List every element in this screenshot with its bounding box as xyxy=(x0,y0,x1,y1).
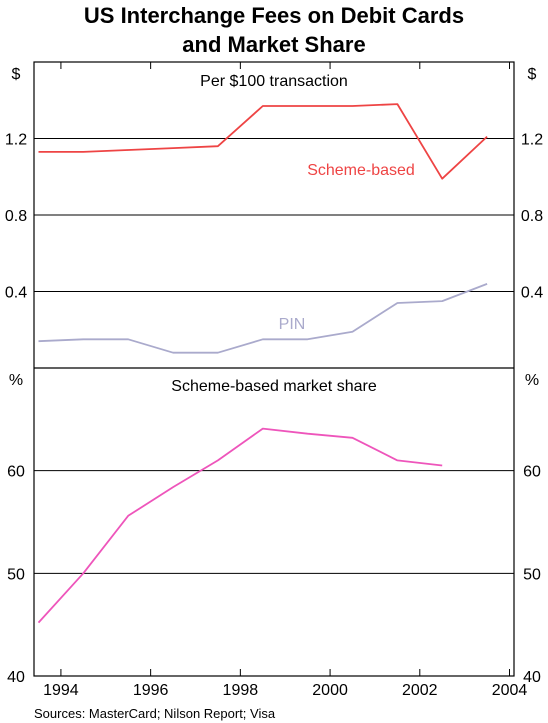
scheme-based-series-label: Scheme-based xyxy=(307,162,415,179)
ytick-left-50: 50 xyxy=(7,566,25,583)
ytick-left-0.4: 0.4 xyxy=(5,285,27,302)
ytick-left-40: 40 xyxy=(7,669,25,686)
pin-series-label: PIN xyxy=(279,316,306,333)
bottom-panel-title: Scheme-based market share xyxy=(171,378,377,395)
series-line-scheme-based xyxy=(38,103,488,180)
xtick-label-2000: 2000 xyxy=(312,682,348,699)
top-unit-right: $ xyxy=(528,66,537,83)
ytick-right-1.2: 1.2 xyxy=(521,132,543,149)
bottom-unit-left: % xyxy=(9,372,23,389)
top-panel-title: Per $100 transaction xyxy=(200,73,348,90)
series-line-pin xyxy=(38,283,488,354)
chart-title-line2: and Market Share xyxy=(182,32,365,57)
chart-title-line1: US Interchange Fees on Debit Cards xyxy=(84,3,464,28)
plot-frame xyxy=(33,61,515,677)
ytick-right-50: 50 xyxy=(523,566,541,583)
xtick-label-2002: 2002 xyxy=(402,682,438,699)
xtick-label-1998: 1998 xyxy=(223,682,259,699)
top-unit-left: $ xyxy=(12,66,21,83)
ytick-left-0.8: 0.8 xyxy=(5,208,27,225)
ytick-right-60: 60 xyxy=(523,464,541,481)
xtick-label-1994: 1994 xyxy=(43,682,79,699)
xtick-label-1996: 1996 xyxy=(133,682,169,699)
ytick-right-0.8: 0.8 xyxy=(521,208,543,225)
ytick-left-1.2: 1.2 xyxy=(5,132,27,149)
ytick-left-60: 60 xyxy=(7,464,25,481)
ytick-right-0.4: 0.4 xyxy=(521,285,543,302)
source-note: Sources: MasterCard; Nilson Report; Visa xyxy=(34,706,276,721)
bottom-unit-right: % xyxy=(525,372,539,389)
ytick-right-40: 40 xyxy=(523,669,541,686)
xtick-label-2004: 2004 xyxy=(492,682,528,699)
series-line-market-share xyxy=(37,427,443,624)
